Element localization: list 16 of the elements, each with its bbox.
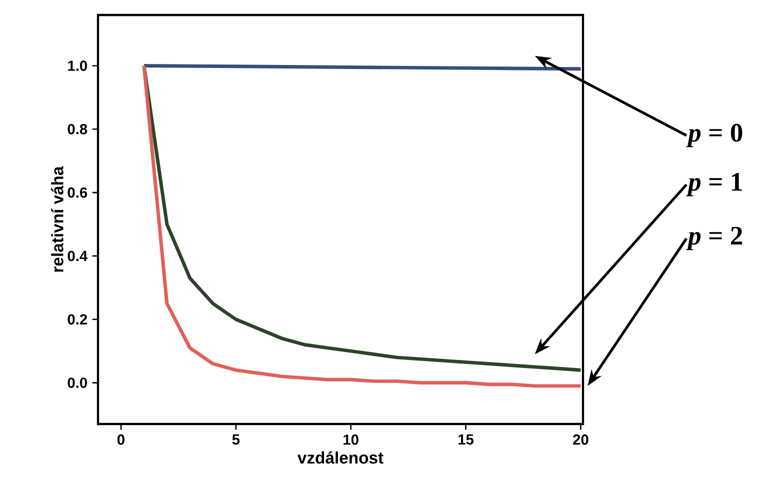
text: p = 1 (686, 172, 742, 196)
y-tick-label: 1.0 (68, 60, 87, 71)
x-tick-label: 15 (458, 434, 474, 445)
x-tick-label: 10 (344, 434, 358, 445)
y-axis-title: relativní váha (50, 166, 64, 272)
y-tick-label: 0.4 (68, 250, 88, 262)
y-tick-label: 0.8 (68, 124, 88, 134)
x-tick-label: 5 (232, 434, 240, 445)
y-tick-label: 0.6 (68, 187, 88, 198)
text: p = 2 (686, 226, 742, 250)
x-tick-label: 0 (117, 434, 124, 445)
text: p = 0 (686, 124, 742, 148)
x-tick-label: 20 (573, 434, 588, 445)
y-tick-label: 0.2 (68, 314, 88, 325)
x-axis-title: vzdálenost (297, 451, 384, 464)
y-tick-label: 0.0 (68, 378, 87, 388)
